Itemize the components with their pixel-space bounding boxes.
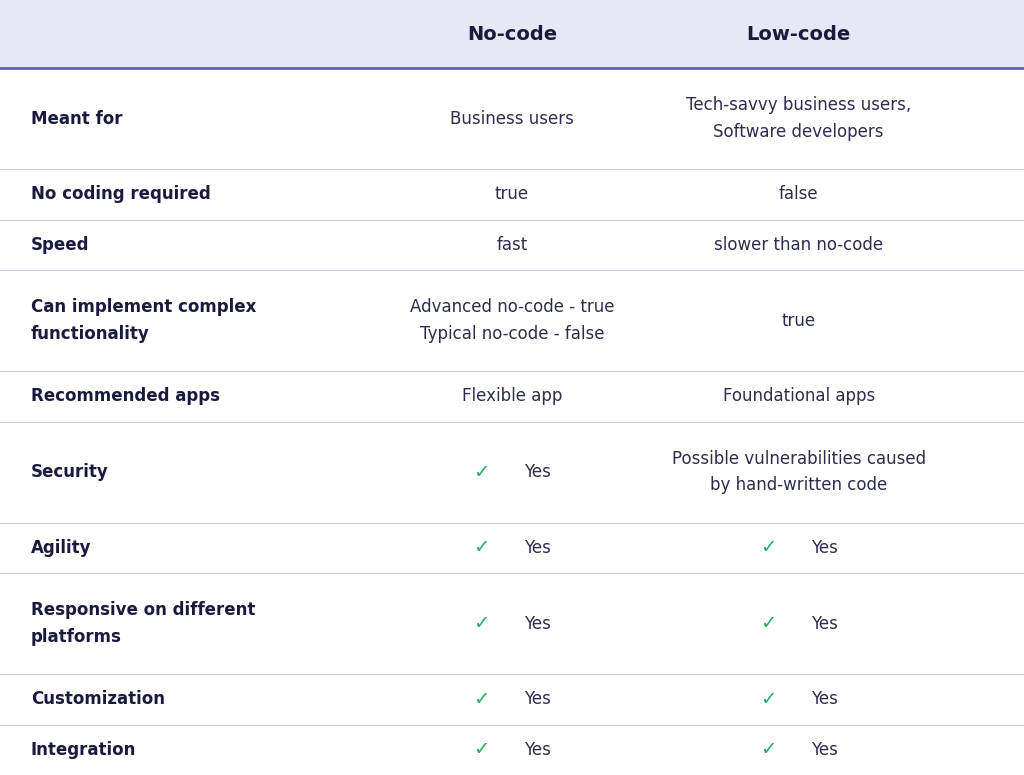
Text: slower than no-code: slower than no-code bbox=[714, 236, 884, 254]
Text: Advanced no-code - true
Typical no-code - false: Advanced no-code - true Typical no-code … bbox=[410, 298, 614, 343]
Text: true: true bbox=[495, 185, 529, 203]
Text: false: false bbox=[779, 185, 818, 203]
Text: Customization: Customization bbox=[31, 691, 165, 708]
Text: Responsive on different
platforms: Responsive on different platforms bbox=[31, 601, 255, 646]
Text: Yes: Yes bbox=[524, 741, 551, 759]
Text: No-code: No-code bbox=[467, 25, 557, 43]
Text: ✓: ✓ bbox=[760, 539, 776, 557]
Text: ✓: ✓ bbox=[760, 614, 776, 633]
Text: Integration: Integration bbox=[31, 741, 136, 759]
Text: Yes: Yes bbox=[524, 615, 551, 632]
Text: Meant for: Meant for bbox=[31, 110, 122, 128]
Text: Low-code: Low-code bbox=[746, 25, 851, 43]
Bar bbox=[0, 169, 1024, 219]
Text: ✓: ✓ bbox=[473, 614, 489, 633]
Text: ✓: ✓ bbox=[473, 740, 489, 760]
Text: fast: fast bbox=[497, 236, 527, 254]
Text: ✓: ✓ bbox=[760, 740, 776, 760]
Bar bbox=[0, 422, 1024, 522]
Text: No coding required: No coding required bbox=[31, 185, 211, 203]
Text: Security: Security bbox=[31, 463, 109, 481]
Bar bbox=[0, 573, 1024, 674]
Bar bbox=[0, 0, 1024, 68]
Text: ✓: ✓ bbox=[473, 463, 489, 481]
Bar bbox=[0, 674, 1024, 725]
Text: Agility: Agility bbox=[31, 539, 91, 556]
Text: Possible vulnerabilities caused
by hand-written code: Possible vulnerabilities caused by hand-… bbox=[672, 449, 926, 494]
Bar bbox=[0, 522, 1024, 573]
Text: Yes: Yes bbox=[524, 539, 551, 556]
Bar bbox=[0, 371, 1024, 422]
Text: Yes: Yes bbox=[524, 691, 551, 708]
Bar bbox=[0, 219, 1024, 270]
Text: Flexible app: Flexible app bbox=[462, 388, 562, 405]
Text: Can implement complex
functionality: Can implement complex functionality bbox=[31, 298, 256, 343]
Text: Yes: Yes bbox=[811, 741, 838, 759]
Text: Yes: Yes bbox=[811, 691, 838, 708]
Bar bbox=[0, 270, 1024, 371]
Text: Speed: Speed bbox=[31, 236, 89, 254]
Bar bbox=[0, 725, 1024, 775]
Text: Yes: Yes bbox=[811, 615, 838, 632]
Text: Yes: Yes bbox=[811, 539, 838, 556]
Text: true: true bbox=[781, 312, 816, 329]
Text: Foundational apps: Foundational apps bbox=[723, 388, 874, 405]
Text: Tech-savvy business users,
Software developers: Tech-savvy business users, Software deve… bbox=[686, 96, 911, 141]
Text: ✓: ✓ bbox=[760, 690, 776, 709]
Text: Business users: Business users bbox=[451, 110, 573, 128]
Text: ✓: ✓ bbox=[473, 690, 489, 709]
Bar bbox=[0, 68, 1024, 169]
Text: Yes: Yes bbox=[524, 463, 551, 481]
Text: Recommended apps: Recommended apps bbox=[31, 388, 220, 405]
Text: ✓: ✓ bbox=[473, 539, 489, 557]
